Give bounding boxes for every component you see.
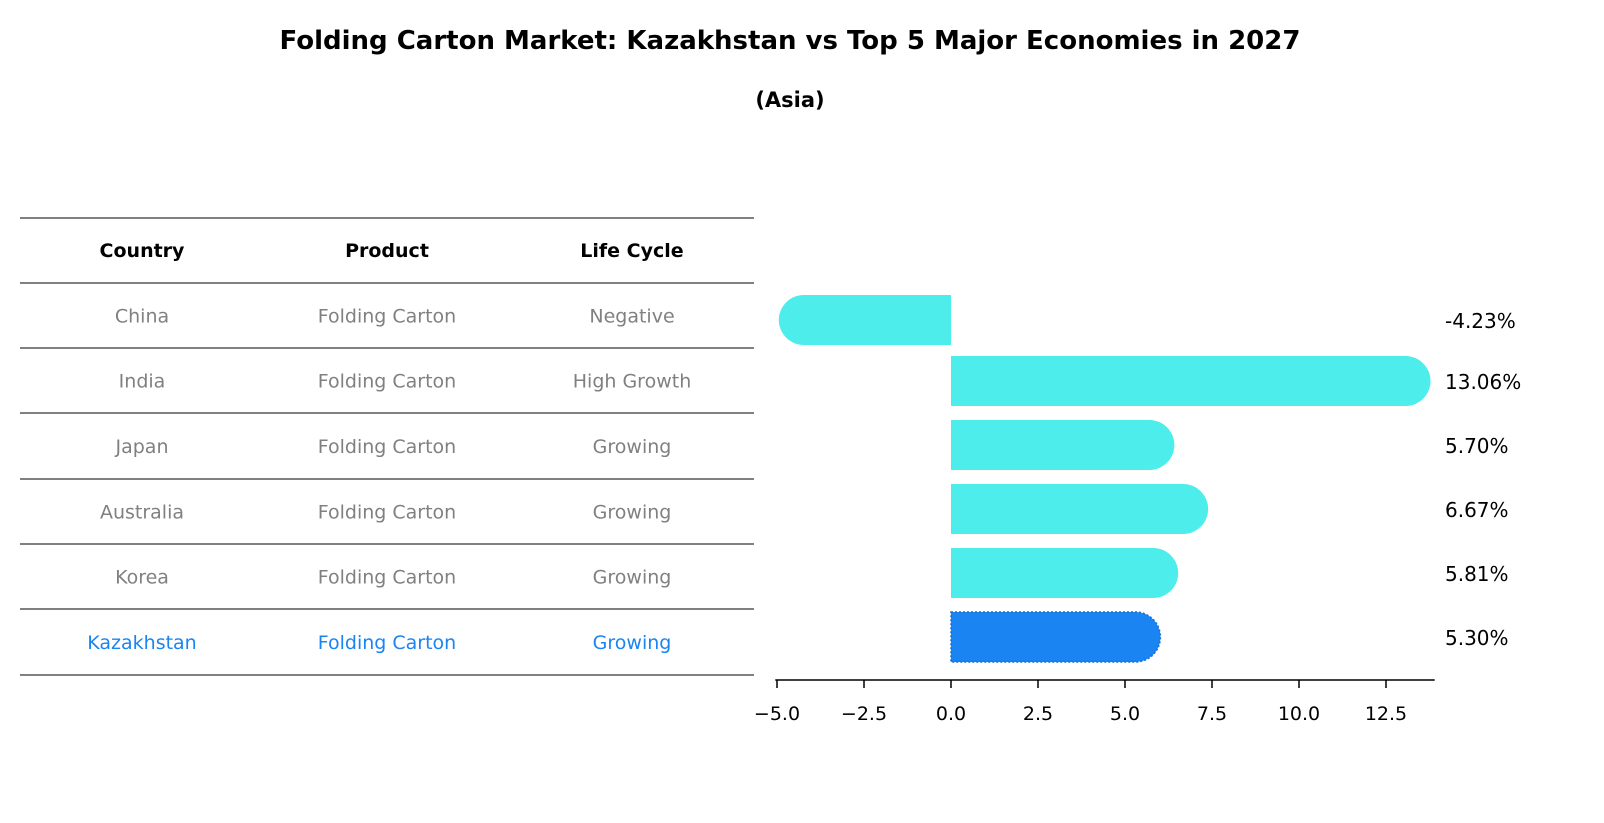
x-tick-label: −5.0 [754, 703, 800, 725]
table-cell: India [119, 371, 166, 393]
x-tick-label: 10.0 [1278, 703, 1320, 725]
value-label: 5.70% [1445, 434, 1509, 458]
table-cell: High Growth [573, 371, 691, 393]
table-cell: Folding Carton [318, 436, 456, 458]
bar-china [778, 295, 951, 345]
table-cell: Folding Carton [318, 371, 456, 393]
x-axis: −5.0 −2.5 0.0 2.5 5.0 7.5 10.0 12.5 [754, 679, 1435, 725]
table-cell: Folding Carton [318, 502, 456, 524]
data-table: Country Product Life Cycle China Folding Car… [20, 217, 754, 676]
value-label: 5.30% [1445, 626, 1509, 650]
bar-kazakhstan [950, 611, 1162, 663]
bar-australia [951, 484, 1209, 534]
x-tick-label: 0.0 [936, 703, 966, 725]
x-tick-label: 12.5 [1365, 703, 1407, 725]
table-cell: Growing [593, 632, 672, 654]
table-cell: Japan [115, 436, 169, 458]
table-cell: Folding Carton [318, 306, 456, 328]
bar-korea [951, 548, 1179, 598]
table-cell: Kazakhstan [87, 632, 196, 654]
table-cell: Folding Carton [318, 632, 456, 654]
x-tick-label: −2.5 [841, 703, 887, 725]
table-cell: Growing [593, 502, 672, 524]
table-cell: China [115, 306, 169, 328]
table-cell: Growing [593, 567, 672, 589]
table-cell: Folding Carton [318, 567, 456, 589]
value-label: 5.81% [1445, 562, 1509, 586]
table-cell: Growing [593, 436, 672, 458]
x-tick-label: 5.0 [1110, 703, 1140, 725]
bar-india [951, 356, 1431, 406]
value-label: -4.23% [1445, 309, 1516, 333]
chart-subtitle: (Asia) [755, 88, 824, 112]
table-header: Product [345, 240, 429, 262]
table-cell: Negative [589, 306, 674, 328]
table-header: Country [100, 240, 186, 262]
value-label: 6.67% [1445, 498, 1509, 522]
x-tick-label: 2.5 [1023, 703, 1053, 725]
table-cell: Australia [100, 502, 184, 524]
bar-area: -4.23% 13.06% 5.70% 6.67% 5.81% 5.30% [778, 295, 1521, 663]
table-header: Life Cycle [580, 240, 683, 262]
x-tick-label: 7.5 [1197, 703, 1227, 725]
value-label: 13.06% [1445, 370, 1521, 394]
chart-title: Folding Carton Market: Kazakhstan vs Top… [280, 26, 1301, 56]
bar-japan [951, 420, 1175, 470]
table-cell: Korea [115, 567, 169, 589]
